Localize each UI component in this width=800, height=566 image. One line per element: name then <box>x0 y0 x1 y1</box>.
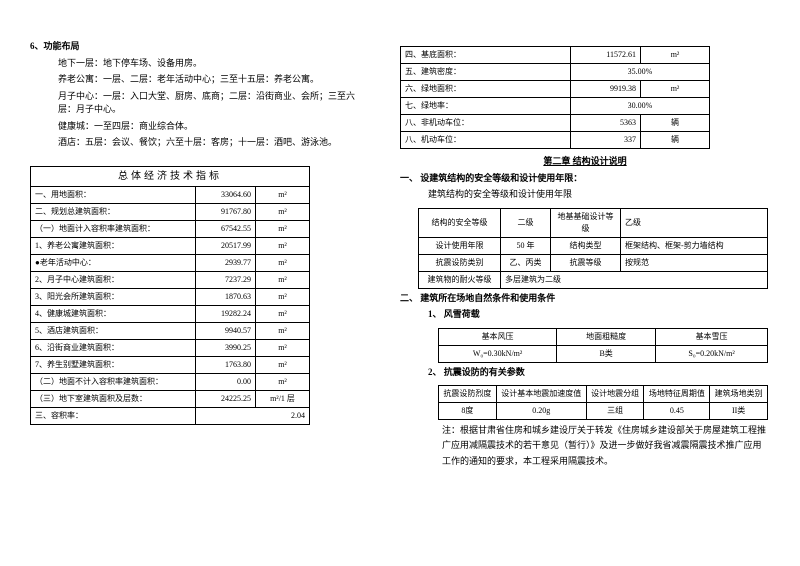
s2-1-title: 1、 风雪荷载 <box>428 308 770 322</box>
s2-2-title: 2、 抗震设防的有关参数 <box>428 366 770 380</box>
table-row: （三）地下室建筑面积及层数： <box>31 390 196 407</box>
chapter-2-title: 第二章 结构设计说明 <box>400 155 770 169</box>
site-table: 四、基底面积：11572.61m² 五、建筑密度：35.00% 六、绿地面积：9… <box>400 46 710 149</box>
seismic-table: 抗震设防烈度 设计基本地震加速度值 设计地震分组 场地特征周期值 建筑场地类别 … <box>438 385 768 420</box>
func-title: 6、功能布局 <box>30 40 370 54</box>
table-row: 6、沿街商业建筑面积： <box>31 339 196 356</box>
econ-table-title: 总体经济技术指标 <box>31 166 310 186</box>
func-line-4: 酒店：五层：会议、餐饮；六至十层：客房；十一层：酒吧、游泳池。 <box>58 136 370 150</box>
table-row: 三、容积率： <box>31 407 196 424</box>
s1-title: 一、 设建筑结构的安全等级和设计使用年限： <box>400 172 770 186</box>
table-row: 2、月子中心建筑面积： <box>31 271 196 288</box>
s1-table: 结构的安全等级 二级 地基基础设计等级 乙级 设计使用年限 50 年 结构类型 … <box>418 208 768 289</box>
func-line-0: 地下一层：地下停车场、设备用房。 <box>58 57 370 71</box>
func-line-2: 月子中心：一层：入口大堂、厨房、底商；二层：沿街商业、会所；三至六层：月子中心。 <box>58 90 370 117</box>
table-row: 七、绿地率： <box>401 98 571 115</box>
table-row: 六、绿地面积： <box>401 81 571 98</box>
table-row: 3、阳光会所建筑面积： <box>31 288 196 305</box>
s2-title: 二、 建筑所在场地自然条件和使用条件 <box>400 292 770 306</box>
table-row: 7、养生别墅建筑面积： <box>31 356 196 373</box>
table-row: （一）地面计入容积率建筑面积： <box>31 220 196 237</box>
table-row: （二）地面不计入容积率建筑面积： <box>31 373 196 390</box>
econ-table: 总体经济技术指标 一、用地面积：33064.60m² 二、规划总建筑面积：917… <box>30 166 310 425</box>
left-column: 6、功能布局 地下一层：地下停车场、设备用房。 养老公寓：一层、二层：老年活动中… <box>30 40 370 546</box>
table-row: 二、规划总建筑面积： <box>31 203 196 220</box>
table-row: 一、用地面积： <box>31 186 196 203</box>
s1-sub: 建筑结构的安全等级和设计使用年限 <box>428 188 770 202</box>
func-line-3: 健康城：一至四层：商业综合体。 <box>58 120 370 134</box>
right-column: 四、基底面积：11572.61m² 五、建筑密度：35.00% 六、绿地面积：9… <box>370 40 770 546</box>
table-row: 5、酒店建筑面积： <box>31 322 196 339</box>
table-row: 4、健康城建筑面积： <box>31 305 196 322</box>
table-row: 五、建筑密度： <box>401 64 571 81</box>
table-row: ●老年活动中心： <box>31 254 196 271</box>
table-row: 八、机动车位： <box>401 132 571 149</box>
wind-snow-table: 基本风压 地面粗糙度 基本雪压 W₀=0.30kN/m² B类 S₀=0.20k… <box>438 328 768 363</box>
table-row: 1、养老公寓建筑面积： <box>31 237 196 254</box>
table-row: 八、非机动车位： <box>401 115 571 132</box>
seismic-note: 注：根据甘肃省住房和城乡建设厅关于转发《住房城乡建设部关于房屋建筑工程推广应用减… <box>442 423 770 469</box>
table-row: 四、基底面积： <box>401 47 571 64</box>
func-line-1: 养老公寓：一层、二层：老年活动中心；三至十五层：养老公寓。 <box>58 73 370 87</box>
